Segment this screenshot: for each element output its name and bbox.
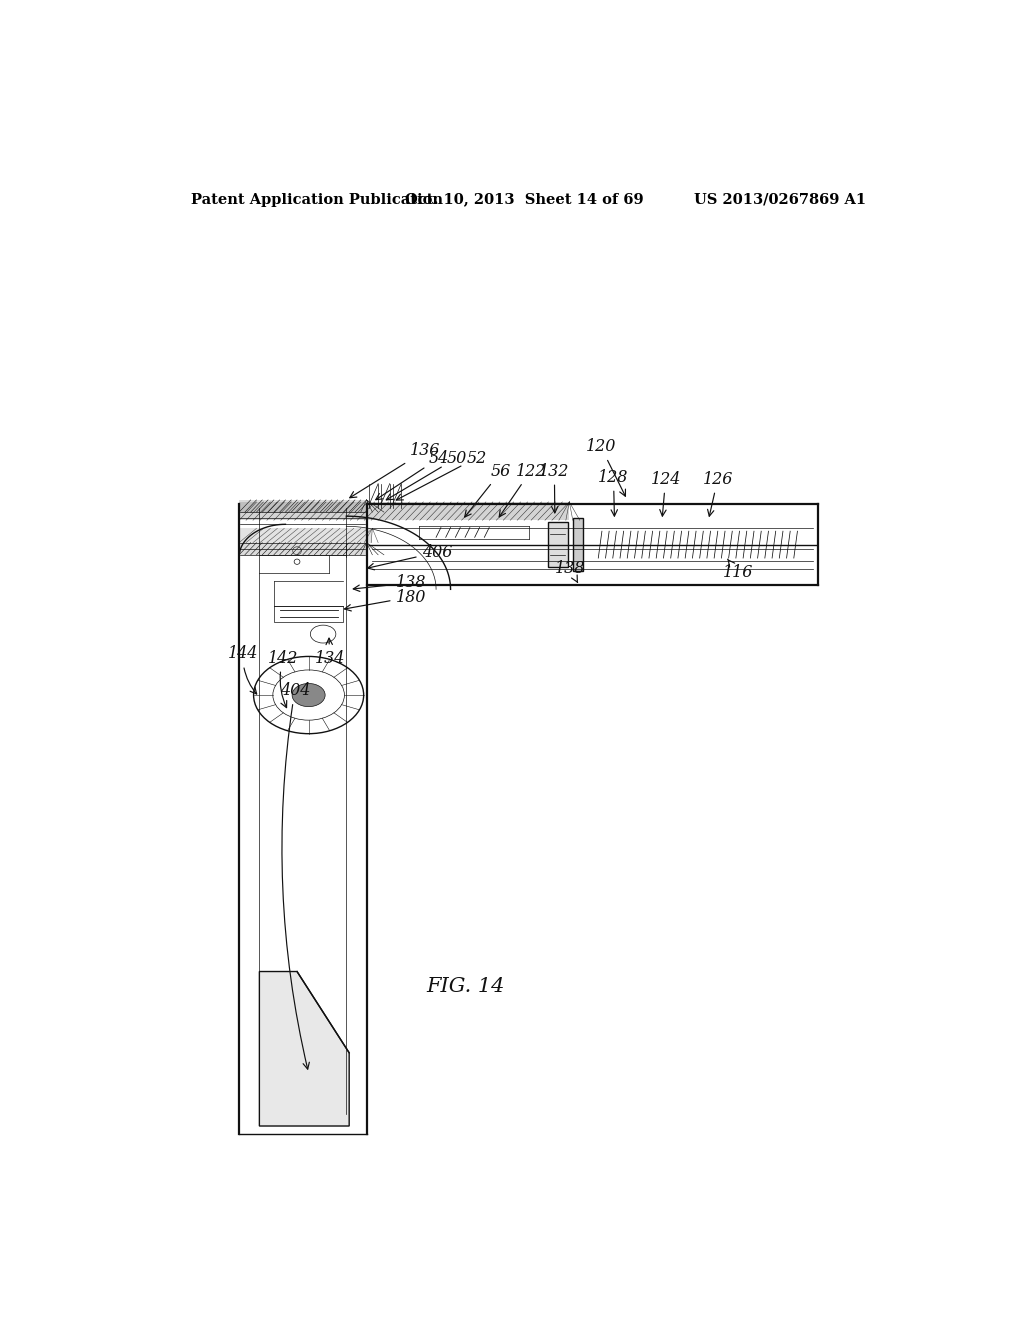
Text: 134: 134 [314, 638, 345, 667]
Text: 180: 180 [344, 589, 426, 611]
Text: FIG. 14: FIG. 14 [426, 977, 505, 997]
Bar [273, 606, 343, 622]
Text: 404: 404 [280, 682, 310, 1069]
Ellipse shape [292, 684, 326, 706]
Bar [240, 500, 367, 512]
Text: 138: 138 [353, 574, 426, 591]
Bar [548, 523, 568, 568]
Text: 56: 56 [465, 462, 511, 517]
Text: 116: 116 [723, 560, 754, 581]
Text: 138: 138 [555, 560, 585, 582]
Text: 132: 132 [540, 462, 569, 513]
Text: 406: 406 [368, 544, 452, 570]
Text: 136: 136 [350, 442, 440, 498]
Bar [240, 502, 569, 520]
Text: US 2013/0267869 A1: US 2013/0267869 A1 [694, 193, 866, 206]
Text: 52: 52 [396, 450, 486, 500]
Text: 120: 120 [586, 438, 626, 496]
Polygon shape [259, 972, 349, 1126]
Text: 124: 124 [650, 471, 681, 516]
Bar [240, 528, 373, 543]
Text: 128: 128 [598, 469, 629, 516]
Text: Oct. 10, 2013  Sheet 14 of 69: Oct. 10, 2013 Sheet 14 of 69 [406, 193, 644, 206]
Bar [572, 519, 584, 572]
Text: 50: 50 [386, 450, 467, 500]
Text: 122: 122 [500, 462, 546, 517]
Text: 144: 144 [227, 645, 258, 694]
Text: 54: 54 [376, 450, 450, 500]
Bar [240, 543, 367, 554]
Text: 142: 142 [268, 649, 298, 708]
Text: 126: 126 [702, 471, 733, 516]
Text: Patent Application Publication: Patent Application Publication [191, 193, 443, 206]
